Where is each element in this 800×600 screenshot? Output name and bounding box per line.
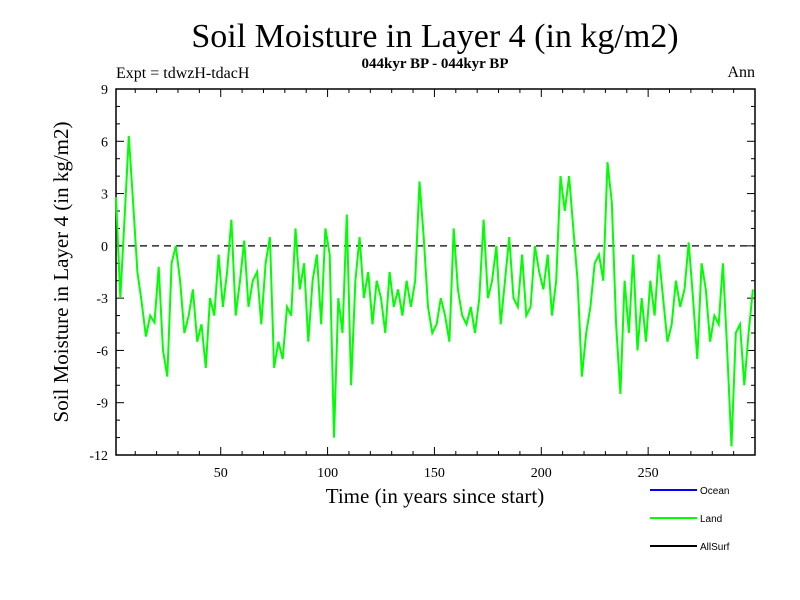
expt-label: Expt = tdwzH-tdacH xyxy=(116,65,250,82)
y-tick-label: 0 xyxy=(101,240,108,255)
legend: Ocean Land AllSurf xyxy=(650,486,730,553)
axis-ticks: -12 -9 -6 -3 0 3 6 9 50 100 150 200 250 xyxy=(89,83,755,481)
y-tick-label: 9 xyxy=(101,83,108,98)
x-tick-label: 50 xyxy=(214,466,228,481)
x-tick-label: 250 xyxy=(638,466,659,481)
y-tick-label: -9 xyxy=(96,397,108,412)
season-label: Ann xyxy=(727,64,755,81)
y-tick-label: -12 xyxy=(89,449,108,464)
x-tick-label: 150 xyxy=(424,466,445,481)
x-tick-label: 100 xyxy=(317,466,338,481)
x-tick-label: 200 xyxy=(531,466,552,481)
y-tick-label: 6 xyxy=(101,135,108,150)
chart-title: Soil Moisture in Layer 4 (in kg/m2) xyxy=(191,18,678,55)
series-line-land xyxy=(115,136,754,447)
plot-frame xyxy=(115,88,756,456)
legend-label-allsurf: AllSurf xyxy=(700,542,730,553)
y-tick-label: -6 xyxy=(96,344,108,359)
chart-subtitle: 044kyr BP - 044kyr BP xyxy=(362,56,509,72)
y-axis-label: Soil Moisture in Layer 4 (in kg/m2) xyxy=(49,122,73,423)
legend-label-land: Land xyxy=(700,514,722,525)
y-tick-label: -3 xyxy=(96,292,108,307)
legend-label-ocean: Ocean xyxy=(700,486,729,497)
x-axis-label: Time (in years since start) xyxy=(326,484,545,508)
y-tick-label: 3 xyxy=(101,188,108,203)
